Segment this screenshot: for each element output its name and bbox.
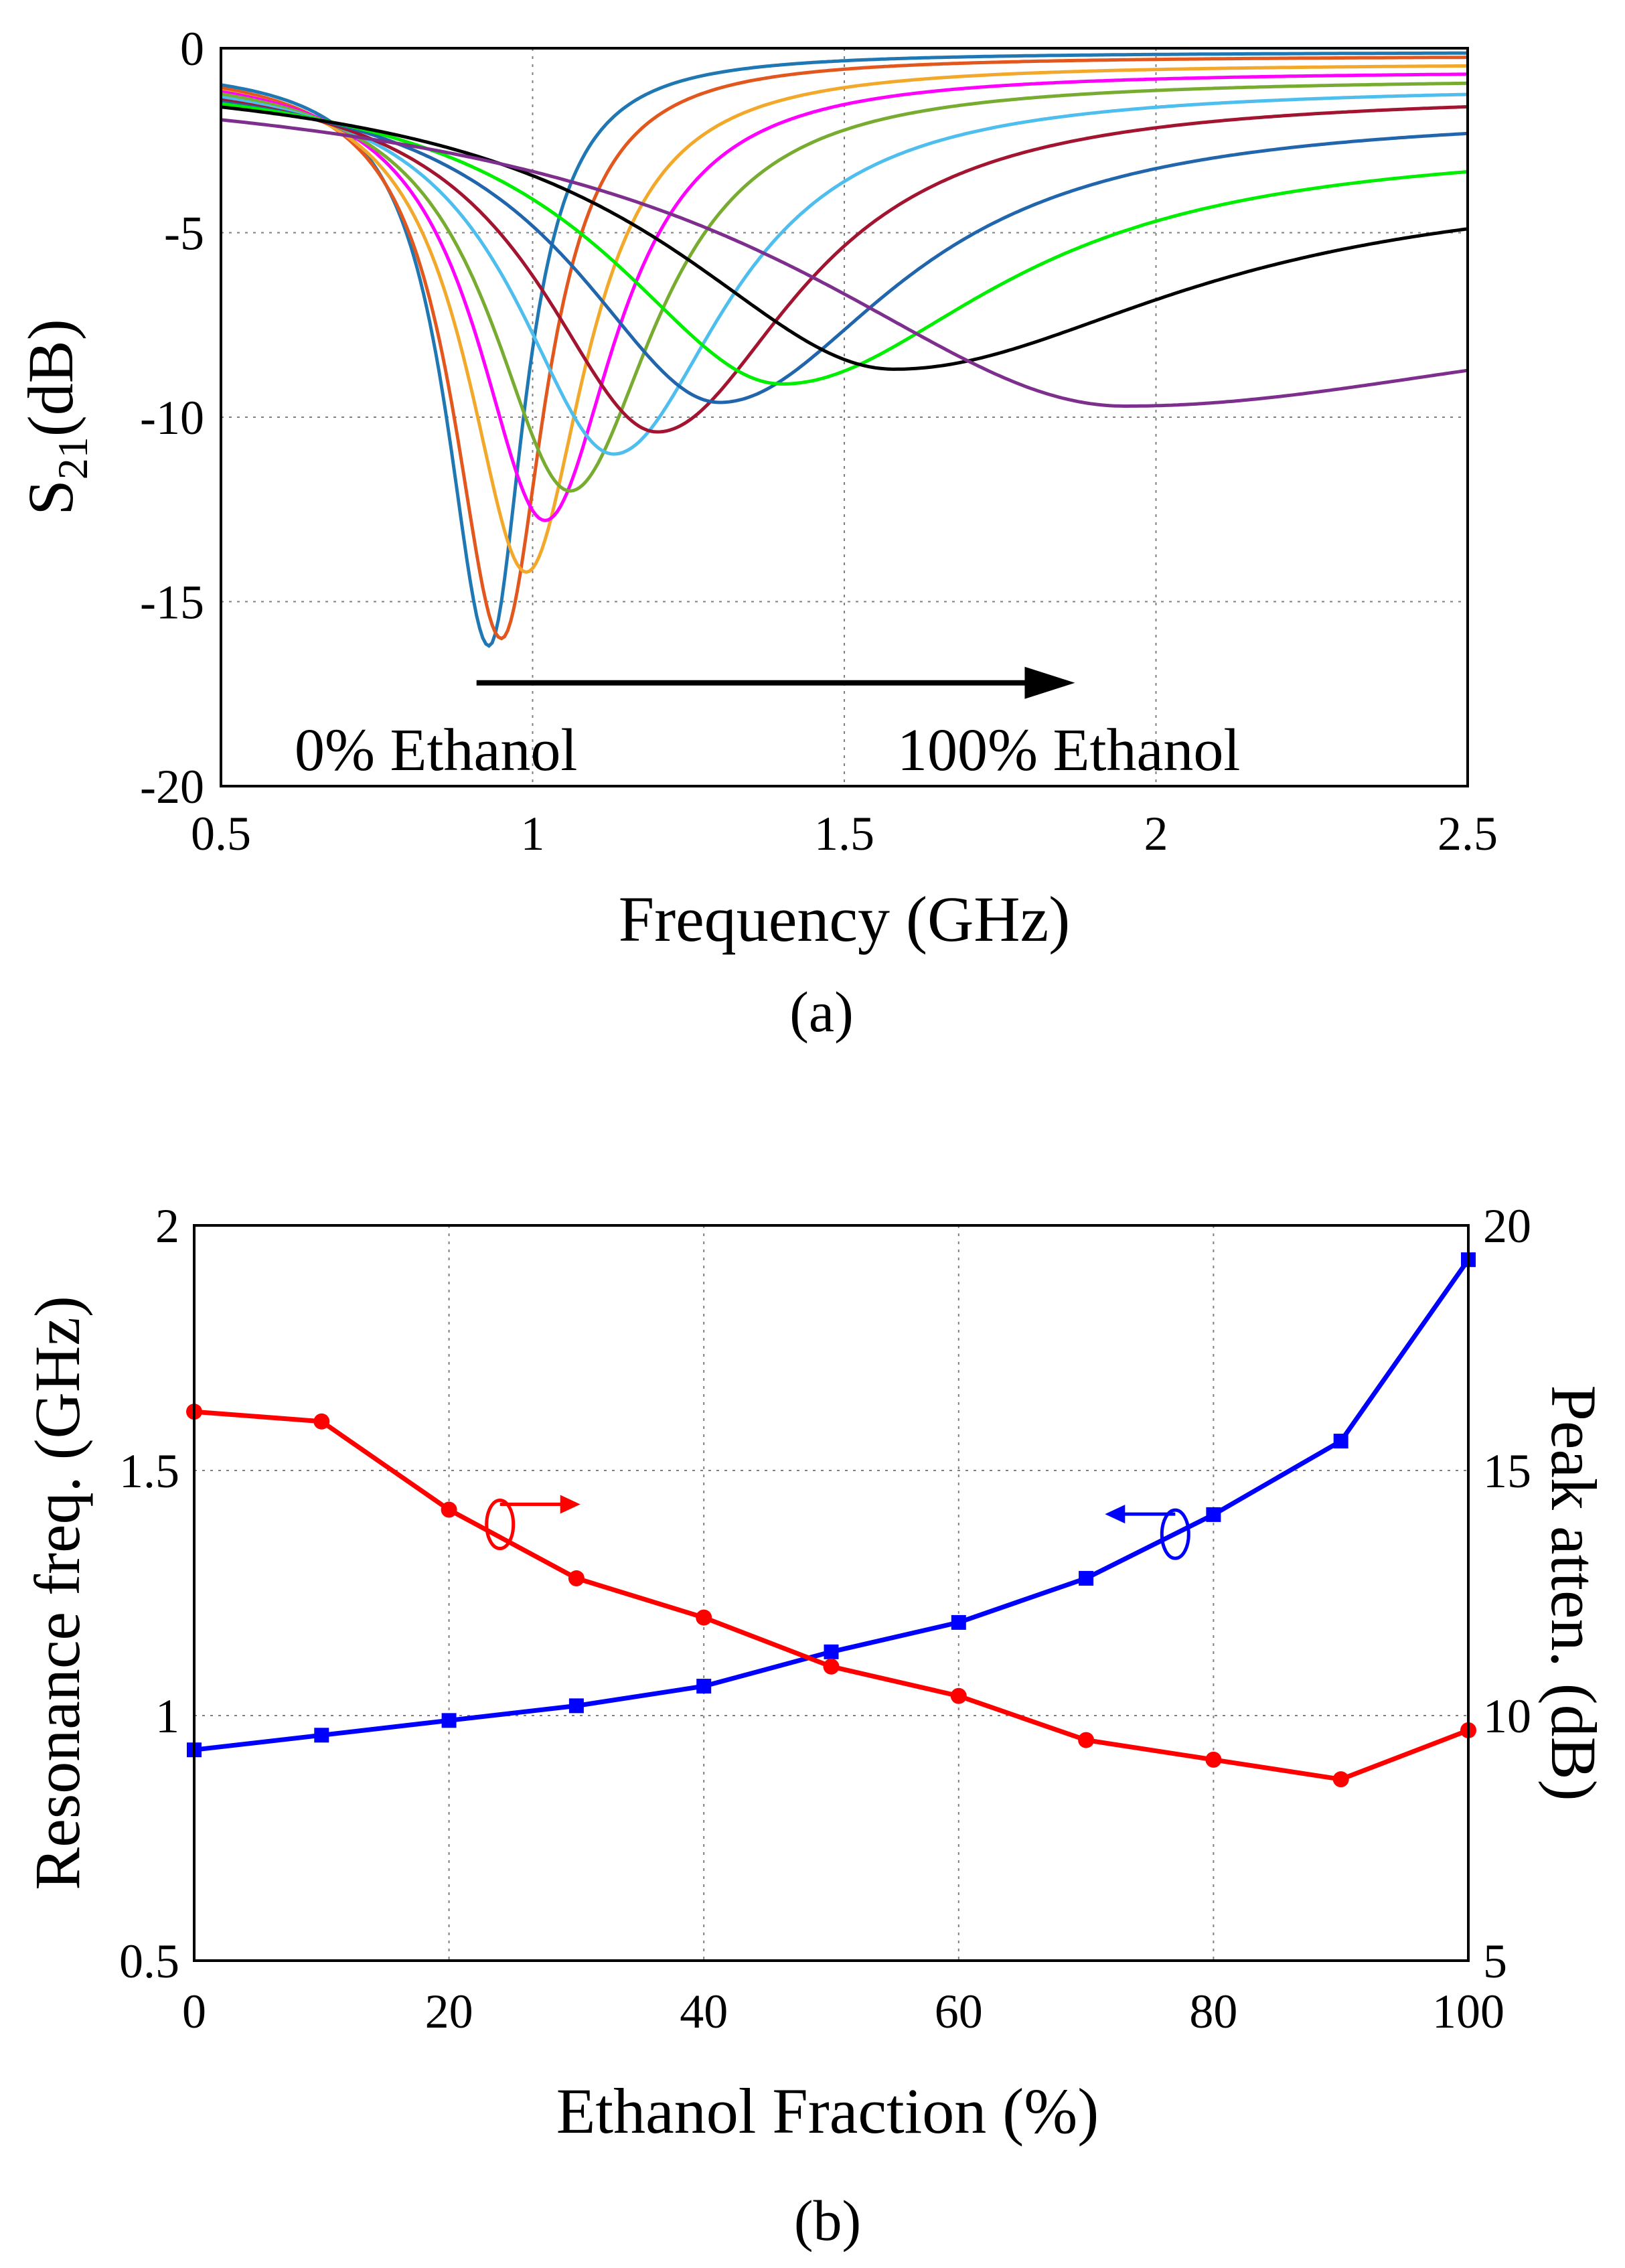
a-y-tick-0: 0 — [180, 22, 204, 76]
b-point-atten-40 — [696, 1609, 712, 1626]
a-caption: (a) — [789, 980, 853, 1044]
a-x-axis-label: Frequency (GHz) — [619, 883, 1070, 955]
b-point-atten-50 — [823, 1658, 840, 1675]
b-point-atten-60 — [950, 1687, 967, 1704]
a-arrow-start-label: 0% Ethanol — [295, 717, 577, 783]
chart-a: 0.5 1 1.5 2 2.5 0 -5 -10 -15 -20 0% Ethanol 100%… — [15, 22, 1498, 1044]
b-x-tick-5: 100 — [1432, 1985, 1504, 2038]
b-right-y-tick-labels: 5 10 15 20 — [1483, 1199, 1531, 1988]
a-x-tick-labels: 0.5 1 1.5 2 2.5 — [191, 807, 1498, 860]
b-point-resonance-30 — [568, 1698, 584, 1714]
b-series-line-resonance — [194, 1258, 1470, 1752]
a-y-label-tail: (dB) — [15, 319, 86, 437]
a-y-axis-label: S21(dB) — [15, 319, 96, 515]
a-series-line-10pct — [220, 56, 1468, 641]
chart-b: 0 20 40 60 80 100 0.5 1 1.5 2 5 10 15 20 Ethanol Fr… — [21, 1199, 1610, 2253]
b-left-y-axis-label: Resonance freq. (GHz) — [21, 1296, 93, 1890]
b-point-atten-20 — [441, 1501, 457, 1518]
a-series-line-30pct — [220, 72, 1468, 522]
b-point-atten-30 — [568, 1570, 585, 1587]
a-y-tick-labels: 0 -5 -10 -15 -20 — [140, 22, 204, 814]
b-point-resonance-50 — [824, 1644, 839, 1659]
b-left-y-tick-1: 1 — [155, 1689, 179, 1743]
a-y-label-sub: 21 — [49, 437, 96, 479]
b-x-tick-0: 0 — [182, 1985, 206, 2038]
b-axis-indicators — [485, 1495, 1190, 1560]
b-caption: (b) — [794, 2188, 861, 2253]
a-x-tick-1: 1 — [521, 807, 545, 860]
b-left-y-tick-labels: 0.5 1 1.5 2 — [119, 1199, 179, 1988]
b-point-resonance-90 — [1333, 1434, 1348, 1449]
b-point-resonance-70 — [1079, 1571, 1094, 1586]
b-series-group — [186, 1252, 1476, 1788]
b-red-ellipse — [485, 1499, 516, 1551]
b-blue-arrow-head — [1105, 1505, 1126, 1524]
a-gridlines — [221, 48, 1468, 786]
b-left-y-tick-3: 2 — [155, 1199, 179, 1253]
b-point-atten-90 — [1332, 1771, 1349, 1788]
b-right-y-tick-1: 10 — [1483, 1689, 1531, 1743]
a-series-group — [220, 51, 1468, 648]
b-plot-frame — [193, 1224, 1470, 1962]
a-y-axis-label-text: S21(dB) — [15, 319, 96, 515]
b-left-y-tick-2: 1.5 — [119, 1444, 179, 1498]
a-y-tick-4: -20 — [140, 760, 204, 814]
a-y-label-main: S — [15, 479, 86, 515]
a-arrow-end-label: 100% Ethanol — [897, 717, 1240, 783]
b-point-resonance-60 — [951, 1614, 966, 1630]
a-x-tick-0: 0.5 — [191, 807, 251, 860]
b-point-resonance-20 — [441, 1713, 457, 1728]
b-point-atten-70 — [1078, 1732, 1095, 1748]
b-x-axis-label: Ethanol Fraction (%) — [556, 2075, 1099, 2147]
b-gridlines — [194, 1225, 1468, 1961]
a-y-tick-2: -10 — [140, 391, 204, 445]
a-x-tick-3: 2 — [1144, 807, 1168, 860]
b-x-tick-1: 20 — [425, 1985, 473, 2038]
a-series-line-20pct — [220, 64, 1468, 575]
b-x-tick-labels: 0 20 40 60 80 100 — [182, 1985, 1504, 2038]
a-plot-frame — [220, 47, 1469, 787]
a-series-line-100pct — [220, 118, 1468, 408]
b-blue-ellipse — [1160, 1508, 1190, 1560]
b-right-y-tick-3: 20 — [1483, 1199, 1531, 1253]
b-point-atten-10 — [313, 1413, 330, 1430]
b-point-atten-80 — [1205, 1751, 1222, 1768]
b-red-arrow-head — [560, 1495, 581, 1514]
b-x-tick-4: 80 — [1189, 1985, 1237, 2038]
a-x-tick-4: 2.5 — [1438, 807, 1498, 860]
b-x-tick-2: 40 — [680, 1985, 728, 2038]
b-x-tick-3: 60 — [935, 1985, 983, 2038]
b-right-y-tick-0: 5 — [1483, 1935, 1507, 1988]
b-left-y-tick-0: 0.5 — [119, 1935, 179, 1988]
a-series-line-50pct — [220, 92, 1468, 456]
b-series-line-atten — [194, 1409, 1470, 1782]
a-series-line-70pct — [220, 100, 1468, 404]
a-y-tick-1: -5 — [164, 207, 204, 260]
a-series-line-40pct — [220, 81, 1468, 493]
b-right-y-axis-label: Peak atten. (dB) — [1538, 1385, 1610, 1801]
a-series-line-60pct — [220, 98, 1468, 434]
b-point-resonance-80 — [1206, 1507, 1221, 1522]
a-arrow-head — [1024, 666, 1075, 699]
b-right-y-tick-2: 15 — [1483, 1444, 1531, 1498]
a-x-tick-2: 1.5 — [814, 807, 874, 860]
a-series-line-0pct — [220, 51, 1468, 648]
b-point-resonance-40 — [696, 1679, 712, 1694]
a-y-tick-3: -15 — [140, 576, 204, 629]
b-point-resonance-10 — [314, 1728, 329, 1743]
a-series-line-90pct — [220, 105, 1468, 371]
